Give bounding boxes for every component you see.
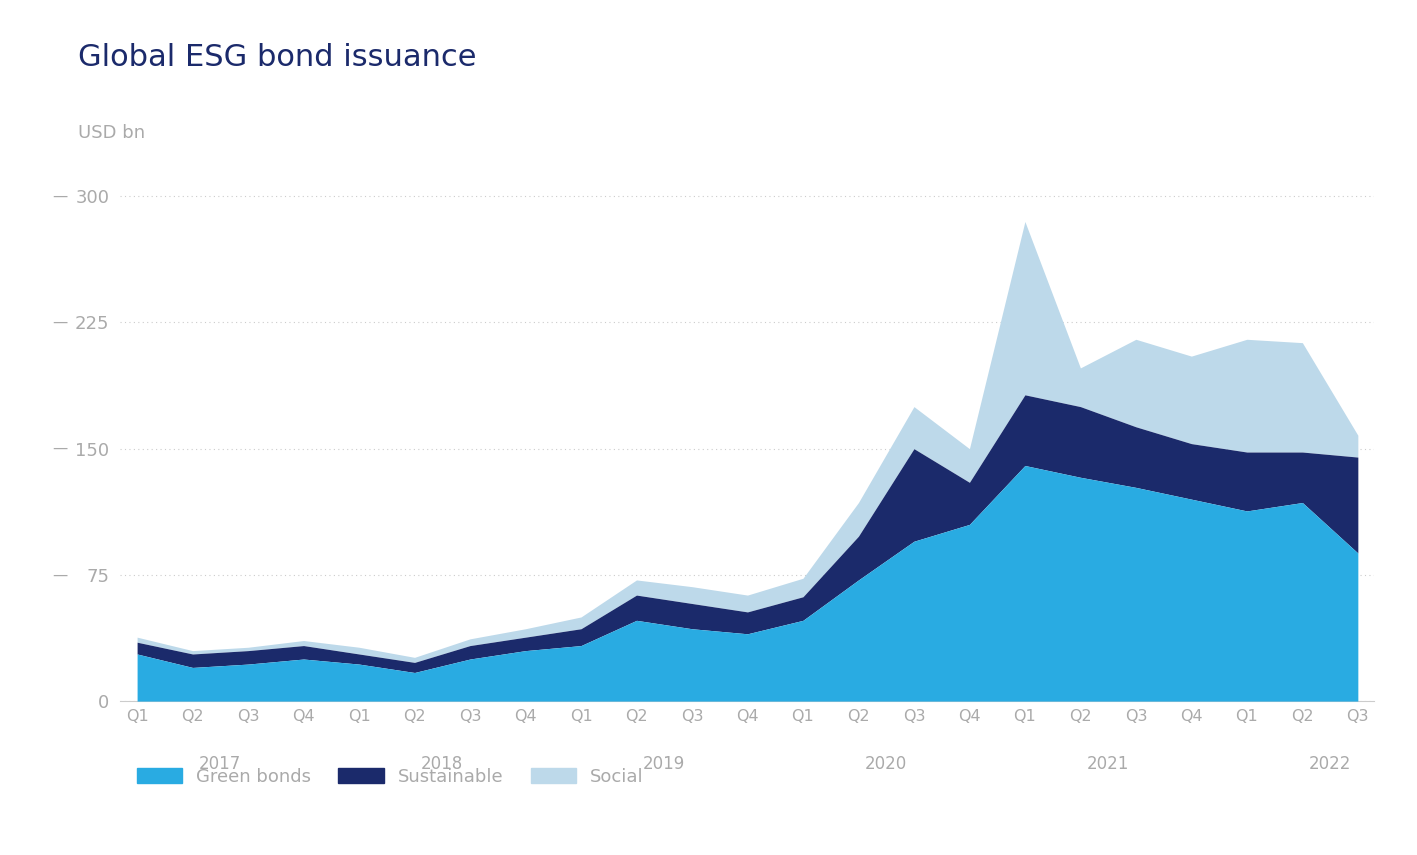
Text: 2020: 2020	[864, 755, 907, 773]
Text: Global ESG bond issuance: Global ESG bond issuance	[78, 43, 476, 72]
Text: —: —	[52, 315, 68, 330]
Text: 2022: 2022	[1309, 755, 1352, 773]
Legend: Green bonds, Sustainable, Social: Green bonds, Sustainable, Social	[129, 760, 650, 793]
Text: 2017: 2017	[200, 755, 241, 773]
Text: USD bn: USD bn	[78, 124, 145, 142]
Text: 2018: 2018	[421, 755, 463, 773]
Text: —: —	[52, 568, 68, 582]
Text: —: —	[52, 441, 68, 457]
Text: 2019: 2019	[643, 755, 686, 773]
Text: 2021: 2021	[1087, 755, 1129, 773]
Text: —: —	[52, 189, 68, 203]
